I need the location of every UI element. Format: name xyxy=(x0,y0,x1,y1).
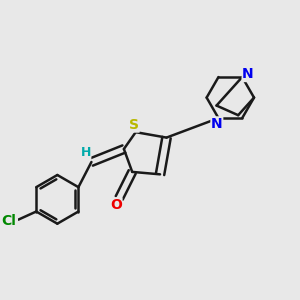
Text: O: O xyxy=(110,198,122,212)
Text: S: S xyxy=(129,118,139,132)
Text: Cl: Cl xyxy=(1,214,16,228)
Text: N: N xyxy=(242,68,254,82)
Text: H: H xyxy=(80,146,91,159)
Text: N: N xyxy=(211,117,223,131)
